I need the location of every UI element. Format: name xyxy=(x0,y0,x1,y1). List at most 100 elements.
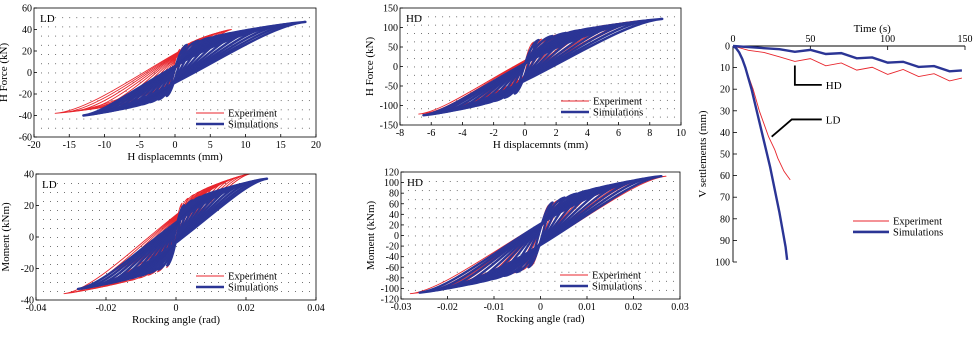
grid-dot xyxy=(561,289,563,291)
grid-dot xyxy=(301,17,303,19)
grid-dot xyxy=(568,74,570,76)
grid-dot xyxy=(435,16,437,18)
grid-dot xyxy=(132,72,134,74)
grid-dot xyxy=(589,41,591,43)
grid-dot xyxy=(477,49,479,51)
grid-dot xyxy=(204,246,205,247)
grid-dot xyxy=(106,291,107,292)
loop-simulations xyxy=(76,177,269,291)
grid-dot xyxy=(274,273,275,274)
grid-dot xyxy=(484,116,486,118)
grid-dot xyxy=(183,201,184,202)
grid-dot xyxy=(146,17,148,19)
grid-dot xyxy=(78,201,79,202)
grid-dot xyxy=(246,228,247,229)
grid-dot xyxy=(561,116,563,118)
grid-dot xyxy=(603,66,605,68)
grid-dot xyxy=(189,35,190,37)
grid-dot xyxy=(239,246,240,247)
legend-label-experiment: Experiment xyxy=(592,271,641,282)
grid-dot xyxy=(449,226,451,228)
grid-dot xyxy=(274,264,275,265)
grid-dot xyxy=(533,16,535,18)
grid-dot xyxy=(274,192,275,193)
grid-dot xyxy=(99,291,100,292)
grid-dot xyxy=(287,44,289,46)
grid-dot xyxy=(421,66,422,68)
grid-dot xyxy=(428,244,430,246)
grid-dot xyxy=(582,58,584,60)
grid-dot xyxy=(294,54,296,55)
grid-dot xyxy=(266,63,268,65)
grid-dot xyxy=(78,246,79,247)
grid-dot xyxy=(498,116,500,118)
grid-dot xyxy=(64,183,65,184)
grid-dot xyxy=(666,289,667,291)
grid-dot xyxy=(190,255,191,256)
y-tick-label: -20 xyxy=(19,90,32,101)
grid-dot xyxy=(652,24,654,26)
grid-dot xyxy=(575,91,577,93)
grid-dot xyxy=(260,237,261,238)
grid-dot xyxy=(62,90,64,92)
grid-dot xyxy=(442,91,444,93)
grid-dot xyxy=(267,228,268,229)
grid-dot xyxy=(302,237,303,238)
grid-dot xyxy=(554,49,556,51)
x-tick-label: 0 xyxy=(731,34,736,45)
grid-dot xyxy=(659,244,660,246)
series-simulations xyxy=(82,20,307,117)
grid-dot xyxy=(596,289,598,291)
grid-dot xyxy=(484,244,486,246)
grid-dot xyxy=(134,291,135,292)
grid-dot xyxy=(301,63,303,65)
grid-dot xyxy=(301,72,303,74)
grid-dot xyxy=(414,99,415,101)
grid-dot xyxy=(224,81,226,83)
grid-dot xyxy=(526,33,528,34)
grid-dot xyxy=(41,44,42,46)
grid-dot xyxy=(246,255,247,256)
grid-dot xyxy=(288,264,289,265)
grid-dot xyxy=(104,90,106,92)
grid-dot xyxy=(442,280,444,282)
grid-dot xyxy=(673,83,675,85)
x-tick-label: 0.04 xyxy=(307,303,325,314)
grid-dot xyxy=(610,244,612,246)
grid-dot xyxy=(239,228,240,229)
grid-dot xyxy=(288,255,289,256)
grid-dot xyxy=(603,108,605,110)
grid-dot xyxy=(176,192,177,193)
grid-dot xyxy=(498,49,500,51)
grid-dot xyxy=(659,49,661,51)
grid-dot xyxy=(589,280,591,282)
grid-dot xyxy=(673,41,675,43)
grid-dot xyxy=(182,35,183,37)
grid-dot xyxy=(97,72,99,74)
grid-dot xyxy=(561,181,563,182)
grid-dot xyxy=(267,264,268,265)
grid-dot xyxy=(71,264,72,265)
grid-dot xyxy=(442,208,444,210)
grid-dot xyxy=(64,273,65,274)
grid-dot xyxy=(603,49,605,51)
y-tick-label: -60 xyxy=(386,263,399,274)
grid-dot xyxy=(449,271,451,273)
grid-dot xyxy=(407,181,409,182)
grid-dot xyxy=(673,16,675,18)
y-tick-label: 40 xyxy=(22,25,32,36)
grid-dot xyxy=(153,44,155,46)
grid-dot xyxy=(183,291,184,292)
grid-dot xyxy=(540,116,542,118)
grid-dot xyxy=(148,192,149,193)
grid-dot xyxy=(519,253,521,255)
grid-dot xyxy=(582,289,584,291)
grid-dot xyxy=(190,291,191,292)
grid-dot xyxy=(281,192,282,193)
grid-dot xyxy=(245,54,247,55)
grid-dot xyxy=(540,217,542,219)
grid-dot xyxy=(631,208,633,210)
grid-dot xyxy=(638,58,640,60)
grid-dot xyxy=(273,81,275,83)
grid-dot xyxy=(120,255,121,256)
